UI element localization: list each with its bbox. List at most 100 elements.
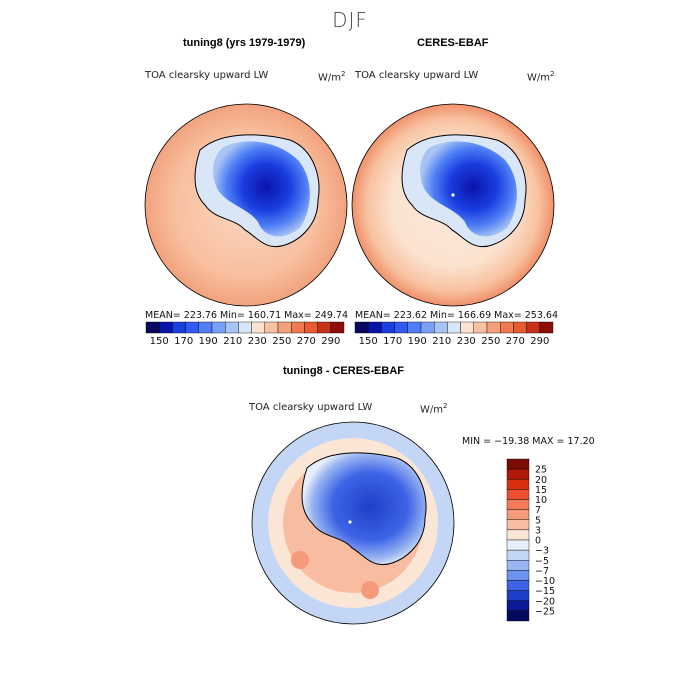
obs-colorbar-tick-label: 210 [432, 336, 451, 347]
model-colorbar: 150 170 190 210 230 250 270 290 [145, 321, 345, 347]
diff-colorbar-box [506, 519, 530, 531]
obs-colorbar-box [539, 321, 554, 334]
diff-colorbar-tick-label: 10 [535, 495, 547, 506]
diff-colorbar-tick-label: −25 [535, 606, 555, 617]
diff-colorbar-box [506, 610, 530, 622]
model-stats: MEAN= 223.76 Min= 160.71 Max= 249.74 [145, 310, 349, 321]
obs-colorbar: 150 170 190 210 230 250 270 290 [354, 321, 554, 347]
diff-variable-label: TOA clearsky upward LW [249, 402, 373, 413]
model-colorbar-box [251, 321, 266, 334]
model-colorbar-tick-label: 290 [321, 336, 340, 347]
model-units-label: W/m2 [318, 70, 346, 84]
obs-colorbar-box [394, 321, 409, 334]
diff-colorbar-tick-label: 15 [535, 485, 547, 496]
obs-colorbar-box [420, 321, 435, 334]
diff-colorbar-tick-label: −20 [535, 596, 555, 607]
obs-colorbar-box [447, 321, 461, 334]
diff-colorbar-box [506, 570, 530, 581]
model-ice-core [213, 141, 310, 237]
obs-map [351, 103, 555, 307]
model-colorbar-tick-label: 210 [223, 336, 242, 347]
diff-hotspot-4 [361, 581, 379, 599]
obs-colorbar-box [381, 321, 395, 334]
model-colorbar-box [158, 321, 173, 334]
obs-colorbar-tick-label: 270 [506, 336, 525, 347]
obs-colorbar-tick-label: 230 [457, 336, 476, 347]
diff-colorbar-tick-label: −10 [535, 576, 555, 587]
diff-colorbar-box [506, 479, 530, 490]
obs-colorbar-box [486, 321, 501, 334]
model-colorbar-box [198, 321, 213, 334]
diff-colorbar-tick-label: −3 [535, 546, 549, 557]
diff-colorbar-tick-label: 25 [535, 465, 547, 476]
model-colorbar-tick-label: 170 [174, 336, 193, 347]
diff-colorbar-box [506, 458, 530, 470]
diff-panel-title: tuning8 - CERES-EBAF [283, 365, 404, 377]
diff-colorbar-box [506, 489, 530, 500]
obs-colorbar-box [513, 321, 527, 334]
diff-colorbar-box [506, 590, 530, 601]
obs-colorbar-box [407, 321, 422, 334]
diff-map-boundary [251, 421, 455, 625]
obs-colorbar-tick-label: 250 [481, 336, 500, 347]
obs-colorbar-tick-label: 150 [359, 336, 378, 347]
model-colorbar-box [172, 321, 186, 334]
obs-panel-title: CERES-EBAF [417, 37, 489, 49]
model-colorbar-box [224, 321, 239, 334]
diff-colorbar-box [506, 499, 530, 510]
model-colorbar-box [238, 321, 252, 334]
obs-colorbar-box [526, 321, 540, 334]
obs-stats: MEAN= 223.62 Min= 166.69 Max= 253.64 [355, 310, 559, 321]
model-coastline [194, 134, 320, 248]
diff-colorbar-box [506, 509, 530, 520]
model-colorbar-tick-label: 230 [248, 336, 267, 347]
model-colorbar-box [304, 321, 318, 334]
model-colorbar-box [291, 321, 305, 334]
model-colorbar-box [185, 321, 200, 334]
diff-coastline [301, 452, 427, 566]
diff-pole-dot [348, 520, 352, 524]
model-colorbar-tick-label: 250 [272, 336, 291, 347]
model-colorbar-tick-label: 190 [199, 336, 218, 347]
model-map [144, 103, 348, 307]
diff-colorbar-tick-label: 3 [535, 525, 541, 536]
model-colorbar-box [264, 321, 279, 334]
diff-colorbar-tick-label: 7 [535, 505, 541, 516]
model-colorbar-box [211, 321, 226, 334]
diff-colorbar-tick-label: 20 [535, 475, 547, 486]
model-variable-label: TOA clearsky upward LW [145, 70, 269, 81]
obs-units-label: W/m2 [527, 70, 555, 84]
diff-units-label: W/m2 [420, 402, 448, 416]
obs-coastline [401, 134, 527, 248]
obs-colorbar-box [368, 321, 382, 334]
obs-variable-label: TOA clearsky upward LW [355, 70, 479, 81]
obs-colorbar-box [354, 321, 369, 334]
diff-colorbar-box [506, 600, 530, 612]
diff-colorbar-box [506, 580, 530, 591]
obs-colorbar-box [434, 321, 448, 334]
diff-colorbar-tick-label: −7 [535, 566, 549, 577]
obs-colorbar-box [460, 321, 475, 334]
obs-pole-dot [451, 193, 455, 197]
diff-colorbar-box [506, 539, 530, 551]
diff-colorbar-tick-label: −5 [535, 556, 549, 567]
model-panel-title: tuning8 (yrs 1979-1979) [183, 37, 306, 49]
model-colorbar-box [317, 321, 332, 334]
obs-map-boundary [351, 103, 555, 307]
diff-stats: MIN = −19.38 MAX = 17.20 [462, 436, 595, 447]
diff-hotspot-2 [291, 551, 309, 569]
model-colorbar-tick-label: 270 [297, 336, 316, 347]
model-colorbar-box [277, 321, 292, 334]
diff-colorbar-box [506, 560, 530, 571]
obs-colorbar-tick-label: 170 [383, 336, 402, 347]
figure-suptitle: DJF [332, 8, 368, 32]
diff-colorbar-box [506, 549, 530, 561]
diff-colorbar-box [506, 468, 530, 480]
obs-colorbar-box [500, 321, 514, 334]
model-colorbar-box [145, 321, 160, 334]
diff-colorbar-tick-label: 5 [535, 515, 541, 526]
diff-map [251, 421, 455, 625]
model-colorbar-box [330, 321, 345, 334]
